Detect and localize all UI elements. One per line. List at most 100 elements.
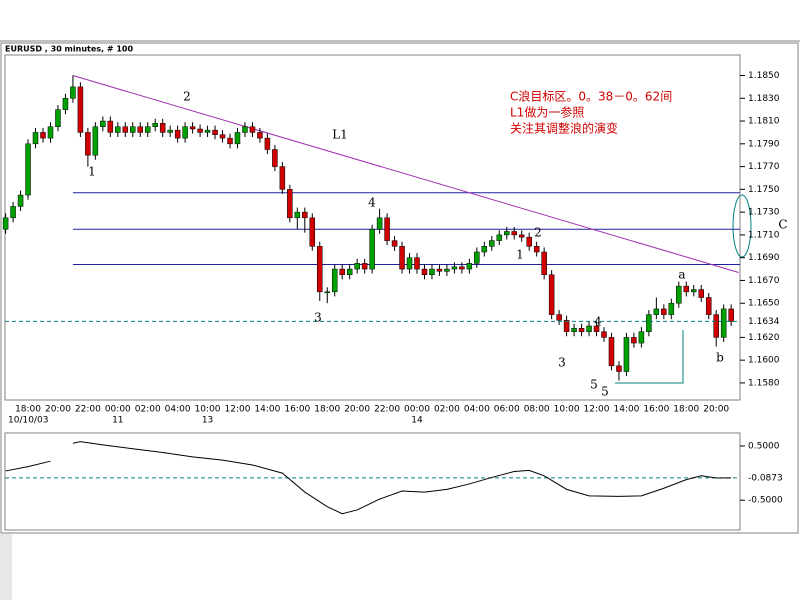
candle-body	[668, 302, 675, 315]
x-tick-label: 20:00	[45, 405, 71, 415]
y-tick-label: -0.5000	[748, 496, 783, 506]
candle-body	[197, 128, 203, 133]
x-tick-label: 02:00	[434, 405, 460, 415]
wave-label: 2	[183, 90, 191, 104]
x-tick-label: 18:00	[673, 405, 699, 415]
candle-body	[556, 314, 562, 321]
y-tick-label: 1.1770	[748, 162, 780, 172]
candle-body	[70, 86, 76, 99]
candle-body	[638, 331, 645, 344]
candle-body	[62, 98, 69, 110]
x-tick-label: 18:00	[314, 405, 340, 415]
candle-body	[496, 234, 503, 241]
candle-body	[571, 328, 577, 332]
date-label: 11	[112, 416, 123, 426]
candle-body	[152, 123, 158, 127]
x-tick-label: 02:00	[135, 405, 161, 415]
wave-box	[615, 330, 684, 384]
x-tick-label: 18:00	[15, 405, 41, 415]
candle-body	[661, 308, 667, 315]
y-tick-label: 1.1650	[748, 299, 780, 309]
indicator-line	[72, 441, 732, 515]
current-price-box	[745, 315, 795, 328]
candle-body	[406, 257, 413, 270]
candle-body	[302, 211, 308, 219]
candle-body	[331, 268, 338, 293]
side-strip	[0, 534, 12, 600]
candle-body	[399, 246, 405, 270]
date-label: 14	[411, 416, 423, 426]
wave-label: 3	[314, 311, 322, 325]
x-tick-label: 10:00	[195, 405, 221, 415]
candle-body	[653, 308, 660, 315]
candle-body	[85, 132, 91, 156]
candle-body	[174, 129, 181, 139]
x-tick-label: 16:00	[284, 405, 310, 415]
candle-body	[578, 328, 585, 332]
candle-body	[444, 268, 450, 272]
candle-body	[115, 126, 121, 133]
candle-body	[242, 126, 248, 133]
candle-body	[130, 126, 136, 133]
candle-body	[25, 143, 31, 196]
wave-label: 2	[534, 226, 542, 240]
candle-body	[144, 126, 151, 133]
x-tick-label: 12:00	[584, 405, 610, 415]
candle-body	[159, 123, 166, 133]
wave-label: 4	[594, 315, 602, 329]
candle-body	[369, 228, 375, 270]
candle-body	[107, 120, 114, 133]
candle-body	[474, 251, 480, 264]
y-tick-label: 1.1600	[748, 356, 780, 366]
candle-body	[339, 268, 345, 276]
candle-body	[504, 231, 510, 236]
x-tick-label: 10:00	[554, 405, 580, 415]
y-tick-label: 0.5000	[748, 442, 780, 452]
candle-body	[287, 189, 293, 219]
wave-label: 1	[88, 165, 96, 179]
candle-body	[451, 266, 458, 270]
x-tick-label: 16:00	[643, 405, 669, 415]
x-tick-label: 00:00	[404, 405, 430, 415]
wave-label: b	[716, 351, 724, 365]
date-label: 13	[202, 416, 213, 426]
candle-body	[17, 194, 24, 207]
x-tick-label: 00:00	[105, 405, 131, 415]
note: L1做为一参照	[510, 105, 584, 120]
candle-body	[376, 217, 383, 230]
candle-body	[728, 308, 734, 322]
y-tick-label: 1.1830	[748, 94, 780, 104]
wave-label: 1	[516, 248, 524, 262]
indicator-panel	[4, 432, 741, 531]
x-tick-label: 14:00	[613, 405, 639, 415]
candle-body	[481, 246, 488, 253]
wave-label: 5	[601, 385, 609, 399]
chart-title: EURUSD , 30 minutes, # 100	[5, 45, 133, 54]
candle-body	[137, 126, 143, 133]
wave-label: 3	[558, 356, 566, 370]
candle-body	[257, 132, 263, 139]
candle-body	[429, 268, 435, 276]
candle-body	[204, 129, 211, 133]
candle-body	[100, 120, 106, 127]
x-tick-label: 20:00	[344, 405, 370, 415]
candle-body	[346, 268, 353, 276]
candle-body	[279, 166, 286, 190]
candle-body	[167, 129, 173, 133]
candle-body	[563, 320, 570, 332]
wave-label: a	[678, 268, 685, 282]
candle-body	[249, 126, 256, 133]
candle-body	[608, 337, 615, 367]
y-tick-label: 1.1580	[748, 378, 780, 388]
candle-body	[676, 285, 682, 304]
candle-body	[631, 337, 637, 344]
candle-body	[683, 285, 690, 293]
current-value-label: -0.0873	[748, 473, 783, 483]
note: 关注其调整浪的演变	[510, 121, 618, 136]
candle-body	[533, 246, 540, 253]
candle-body	[212, 129, 218, 135]
window-edge	[0, 40, 800, 42]
candle-body	[227, 137, 233, 145]
candle-body	[414, 257, 420, 270]
